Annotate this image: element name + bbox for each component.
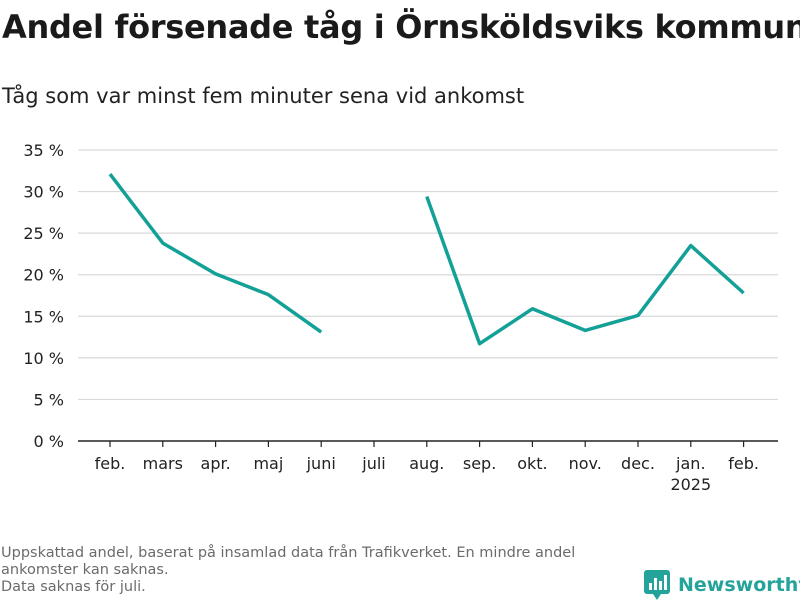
grid-lines [78, 149, 778, 401]
y-tick-label: 15 % [23, 307, 64, 326]
x-tick-label: maj [253, 454, 283, 473]
x-tick-label: jan. [675, 454, 705, 473]
chart-subtitle: Tåg som var minst fem minuter sena vid a… [2, 84, 525, 108]
y-tick-label: 35 % [23, 141, 64, 160]
y-tick-label: 10 % [23, 349, 64, 368]
x-tick-label: mars [143, 454, 183, 473]
newsworthy-logo-icon [644, 570, 670, 600]
x-tick-sublabel: 2025 [670, 475, 711, 494]
x-tick-label: aug. [409, 454, 444, 473]
footer-line: Data saknas för juli. [1, 579, 146, 595]
line-chart: 0 %5 %10 %15 %20 %25 %30 %35 % feb. mars a… [23, 141, 778, 494]
series-line-segment [425, 195, 745, 346]
y-tick-label: 0 % [34, 432, 64, 451]
x-axis: feb. mars apr. maj juni juli aug. sep. okt. nov. d… [78, 440, 778, 494]
brand-logo: Newsworthy [644, 570, 800, 600]
x-tick-label: feb. [728, 454, 759, 473]
y-tick-label: 5 % [34, 390, 64, 409]
x-tick-label: apr. [201, 454, 231, 473]
footer-line: Uppskattad andel, baserat på insamlad da… [1, 545, 576, 561]
y-axis-tick-labels: 0 % 5 % 10 % 15 % 20 % 25 % 30 % 35 % [23, 141, 64, 451]
x-tick-label: juli [361, 454, 385, 473]
brand-name: Newsworthy [678, 574, 800, 596]
series-line-segment [108, 173, 323, 334]
footer-line: ankomster kan saknas. [1, 562, 169, 578]
x-tick-label: feb. [95, 454, 126, 473]
y-tick-label: 20 % [23, 266, 64, 285]
x-tick-label: dec. [621, 454, 655, 473]
series-lines [108, 173, 745, 346]
chart-title: Andel försenade tåg i Örnsköldsviks komm… [2, 8, 800, 46]
footer-note: Uppskattad andel, baserat på insamlad da… [1, 545, 575, 596]
x-tick-label: juni [306, 454, 336, 473]
x-tick-label: nov. [569, 454, 602, 473]
x-tick-label: sep. [463, 454, 496, 473]
y-tick-label: 25 % [23, 224, 64, 243]
x-tick-label: okt. [517, 454, 547, 473]
y-tick-label: 30 % [23, 183, 64, 202]
